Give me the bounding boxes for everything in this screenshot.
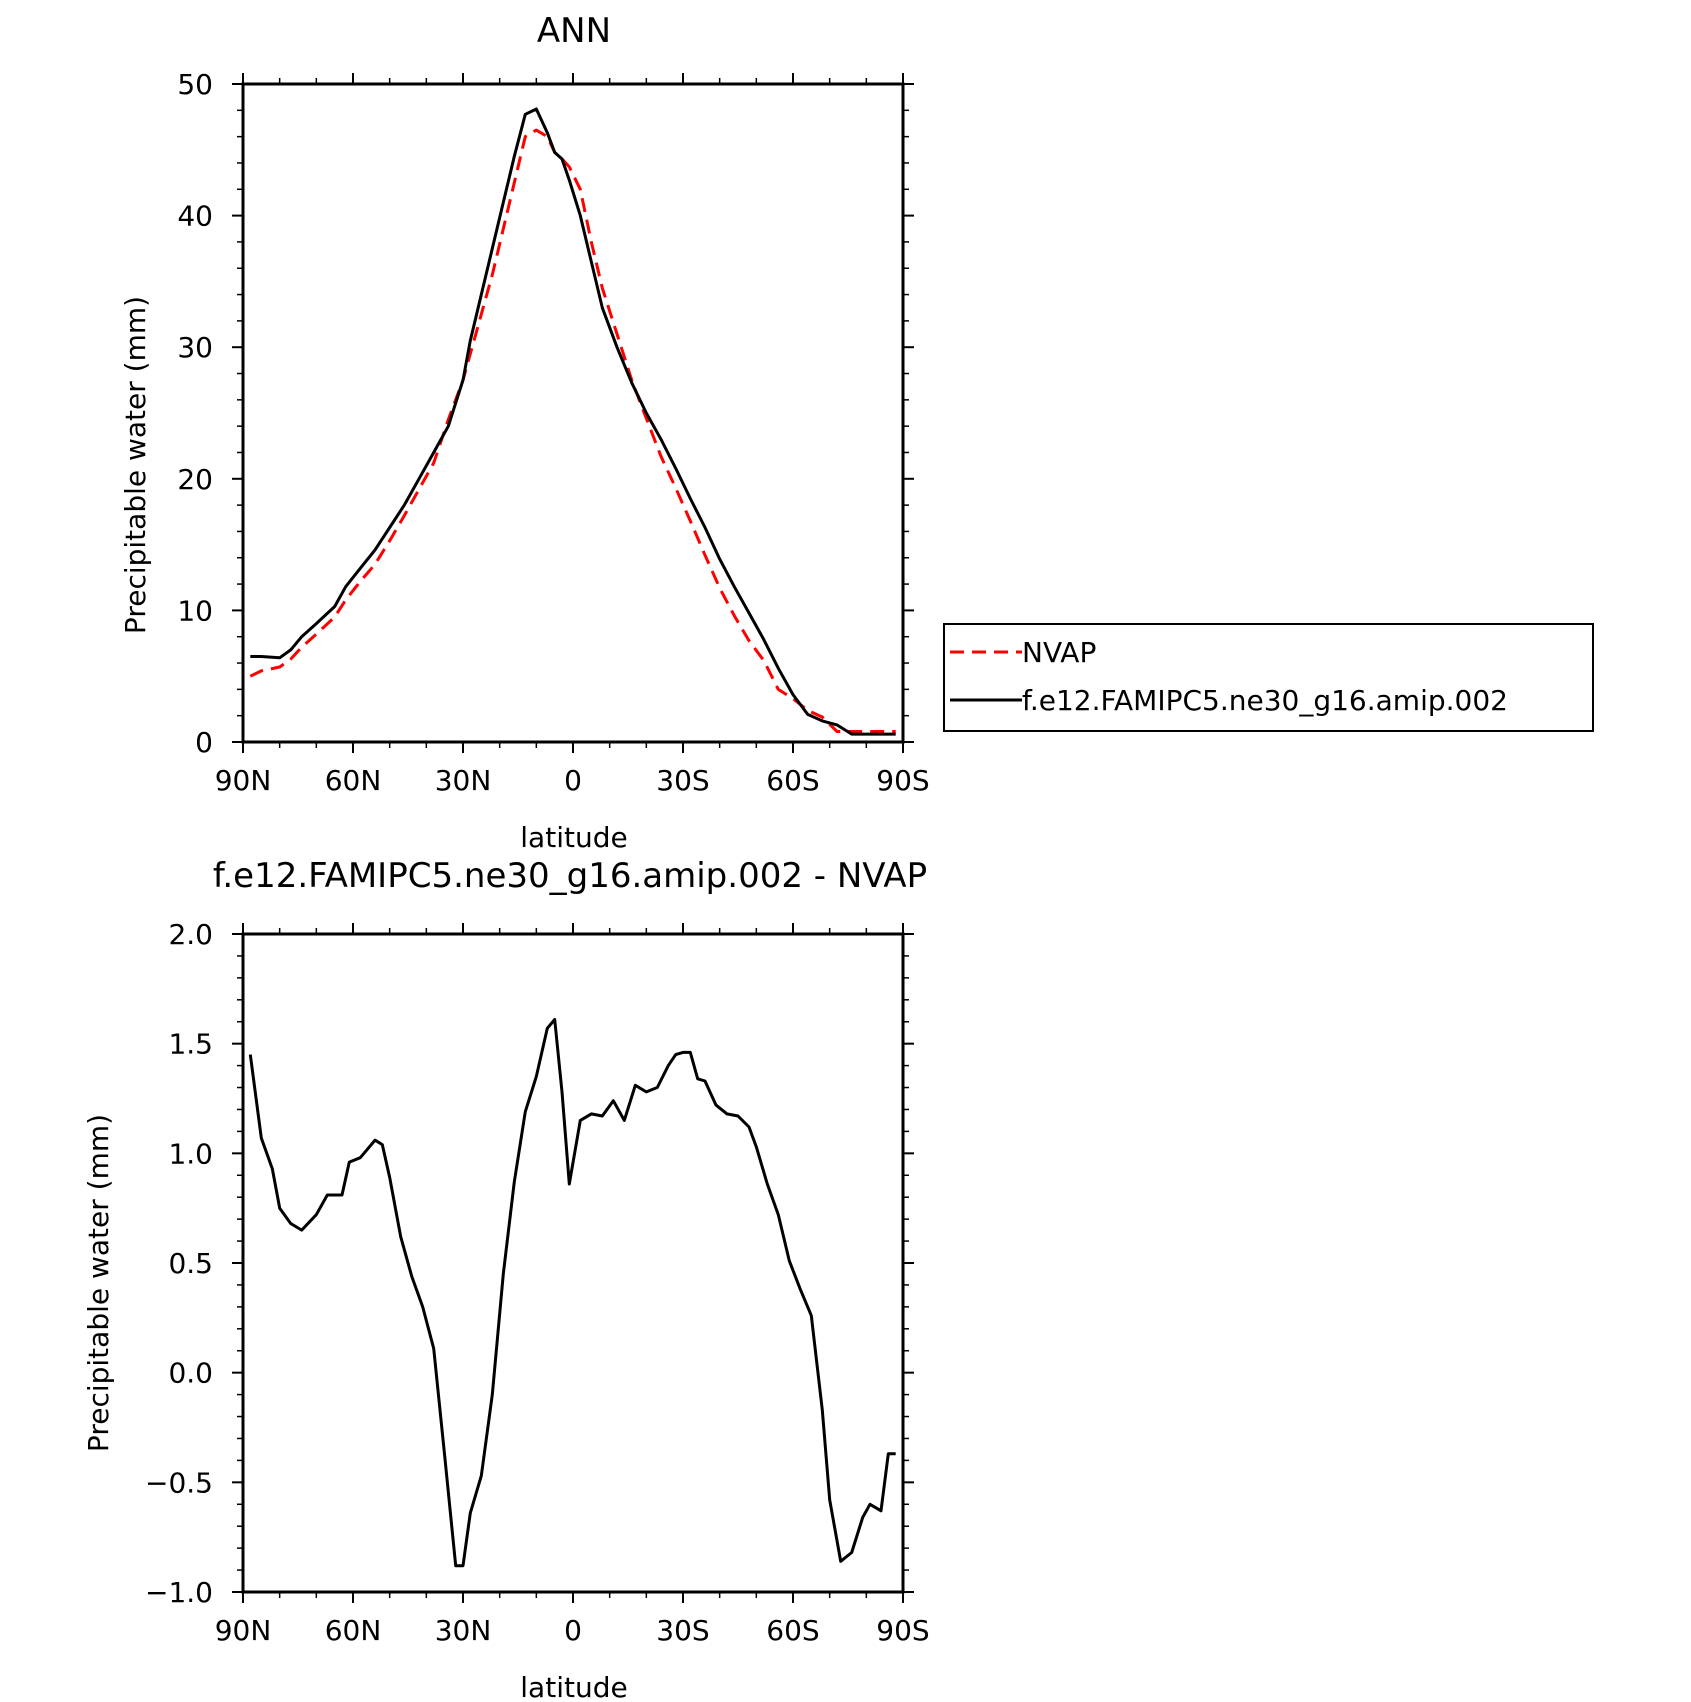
bottom-series-group <box>248 1018 896 1568</box>
top-plot-frame <box>241 82 905 744</box>
bottom-y-tick-label: 0.0 <box>168 1357 213 1390</box>
bottom-x-tick-label: 30N <box>435 1614 492 1647</box>
bottom-y-tick-label: 2.0 <box>168 918 213 951</box>
bottom-y-tick-label: 0.5 <box>168 1247 213 1280</box>
precipitable-water-plot: ANN latitude Precipitable water (mm) 90N… <box>119 11 930 854</box>
top-series-group <box>249 107 896 736</box>
bottom-x-tick-label: 60N <box>325 1614 382 1647</box>
bottom-x-tick-label: 90S <box>876 1614 929 1647</box>
top-x-tick-label: 90S <box>876 764 929 797</box>
bottom-y-tick-label: −1.0 <box>145 1576 213 1609</box>
top-y-tick-label: 20 <box>177 463 213 496</box>
top-y-tick-label: 30 <box>177 331 213 364</box>
top-x-tick-label: 30N <box>435 764 492 797</box>
bottom-x-tick-label: 90N <box>215 1614 272 1647</box>
bottom-plot-frame <box>241 932 905 1594</box>
bottom-y-axis-title: Precipitable water (mm) <box>82 1114 115 1452</box>
bottom-axes-ticks: 90N 60N 30N 0 30S 60S 90S −1.0 −0.5 0.0 0.5 1.0 1.5 2… <box>145 918 930 1647</box>
difference-plot: f.e12.FAMIPC5.ne30_g16.amip.002 - NVAP l… <box>82 856 930 1702</box>
top-x-tick-label: 60S <box>766 764 819 797</box>
top-x-tick-label: 60N <box>325 764 382 797</box>
bottom-y-tick-label: 1.0 <box>168 1137 213 1170</box>
bottom-series-line-0 <box>248 1018 896 1568</box>
top-series-line-1 <box>250 107 896 736</box>
top-y-tick-label: 40 <box>177 200 213 233</box>
bottom-y-tick-label: 1.5 <box>168 1028 213 1061</box>
top-x-axis-title: latitude <box>520 821 627 854</box>
bottom-plot-title: f.e12.FAMIPC5.ne30_g16.amip.002 - NVAP <box>213 856 927 896</box>
top-series-line-0 <box>249 128 896 733</box>
bottom-x-tick-label: 0 <box>564 1614 582 1647</box>
top-x-tick-label: 0 <box>564 764 582 797</box>
top-x-tick-label: 30S <box>656 764 709 797</box>
bottom-x-tick-label: 30S <box>656 1614 709 1647</box>
top-x-tick-label: 90N <box>215 764 272 797</box>
legend: NVAP f.e12.FAMIPC5.ne30_g16.amip.002 <box>943 623 1594 732</box>
top-y-tick-label: 10 <box>177 594 213 627</box>
legend-label-nvap: NVAP <box>1022 636 1096 669</box>
legend-box <box>943 623 1594 732</box>
bottom-x-tick-label: 60S <box>766 1614 819 1647</box>
top-axes-ticks: 90N 60N 30N 0 30S 60S 90S 0 10 20 30 40 50 <box>177 68 929 797</box>
top-y-tick-label: 0 <box>195 726 213 759</box>
top-y-tick-label: 50 <box>177 68 213 101</box>
bottom-x-axis-title: latitude <box>520 1671 627 1702</box>
bottom-y-tick-label: −0.5 <box>145 1466 213 1499</box>
legend-label-model: f.e12.FAMIPC5.ne30_g16.amip.002 <box>1022 684 1508 717</box>
top-plot-title: ANN <box>537 11 611 51</box>
top-y-axis-title: Precipitable water (mm) <box>119 296 152 634</box>
